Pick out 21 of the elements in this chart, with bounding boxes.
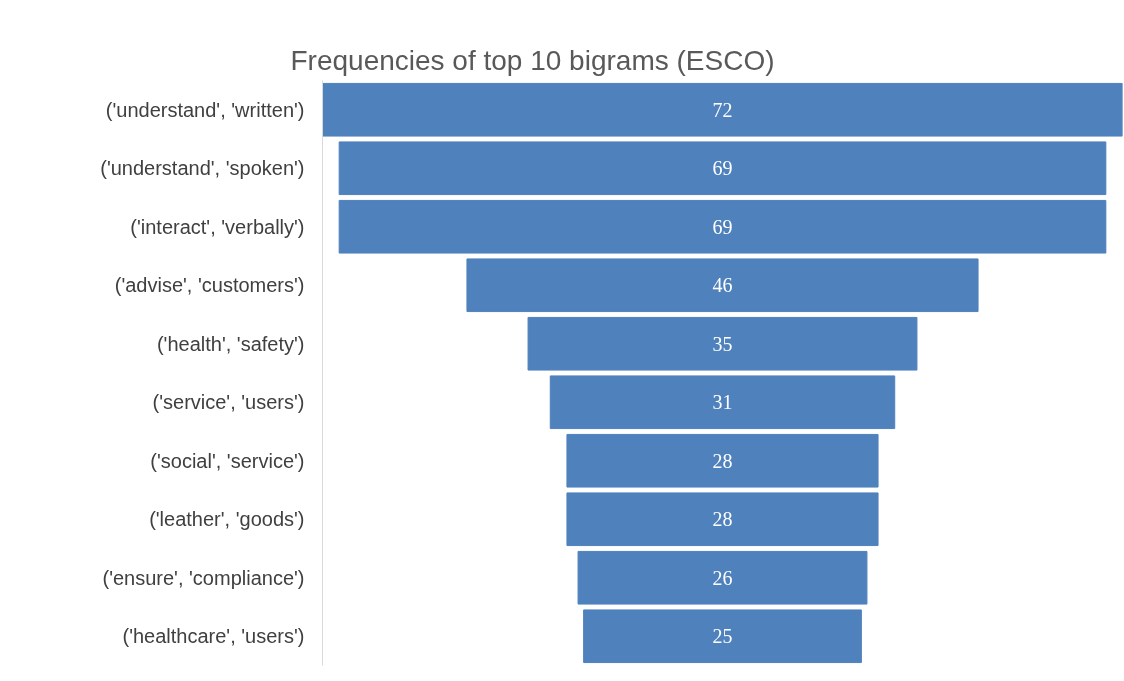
category-label: ('social', 'service') (150, 449, 305, 472)
category-label: ('interact', 'verbally') (130, 215, 305, 238)
category-label: ('understand', 'spoken') (100, 157, 305, 180)
data-label: 28 (712, 449, 733, 472)
data-label: 72 (712, 98, 733, 121)
text: Frequencies of top 10 bigrams (ESCO) (290, 44, 775, 76)
category-label: ('health', 'safety') (156, 332, 305, 355)
data-label: 25 (712, 625, 733, 648)
data-label: 31 (712, 391, 733, 414)
data-label: 69 (712, 215, 733, 238)
data-label: 69 (712, 157, 733, 180)
data-label: 46 (712, 274, 733, 297)
data-label: 35 (712, 332, 733, 355)
category-label: ('advise', 'customers') (114, 274, 305, 297)
category-label: ('leather', 'goods') (149, 508, 305, 531)
category-label: ('service', 'users') (152, 391, 305, 414)
data-label: 28 (712, 508, 733, 531)
category-label: ('understand', 'written') (105, 98, 305, 121)
category-label: ('healthcare', 'users') (122, 625, 305, 648)
data-label: 26 (712, 566, 733, 589)
category-label: ('ensure', 'compliance') (102, 566, 305, 589)
